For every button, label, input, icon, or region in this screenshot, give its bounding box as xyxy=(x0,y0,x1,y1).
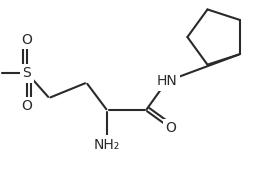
Text: O: O xyxy=(21,99,33,113)
Text: O: O xyxy=(21,33,33,47)
Text: S: S xyxy=(23,66,31,80)
Text: HN: HN xyxy=(156,74,177,88)
Text: O: O xyxy=(165,121,176,135)
Text: NH₂: NH₂ xyxy=(94,138,120,152)
